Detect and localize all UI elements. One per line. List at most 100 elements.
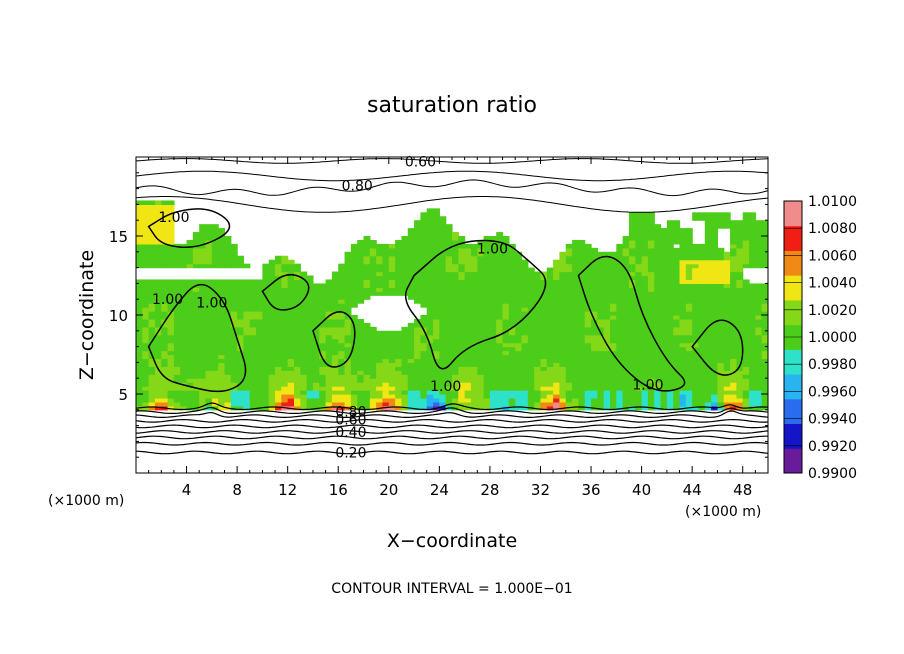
field-cell xyxy=(464,295,472,300)
field-cell xyxy=(199,255,207,261)
field-cell xyxy=(711,390,719,395)
field-cell xyxy=(591,374,598,379)
field-cell xyxy=(654,251,662,257)
field-cell xyxy=(154,263,162,269)
field-cell xyxy=(559,311,567,316)
field-cell xyxy=(628,259,636,265)
field-cell xyxy=(647,362,655,367)
field-cell xyxy=(711,303,719,308)
field-cell xyxy=(136,401,143,407)
field-cell xyxy=(363,330,371,336)
field-cell xyxy=(603,315,611,320)
field-cell xyxy=(540,283,548,288)
field-cell xyxy=(572,239,579,245)
field-cell xyxy=(186,330,194,336)
field-cell xyxy=(300,315,308,320)
field-cell xyxy=(546,299,554,304)
field-cell xyxy=(275,287,282,292)
field-cell xyxy=(458,366,466,371)
field-cell xyxy=(262,322,270,328)
field-cell xyxy=(167,200,175,205)
field-cell xyxy=(749,287,756,292)
field-cell xyxy=(376,394,384,399)
colorbar-label: 1.0060 xyxy=(808,248,857,264)
field-cell xyxy=(660,322,668,328)
field-cell xyxy=(382,401,390,407)
field-cell xyxy=(622,239,630,245)
field-cell xyxy=(369,259,377,265)
field-cell xyxy=(306,291,314,296)
field-cell xyxy=(742,315,750,320)
field-cell xyxy=(673,338,681,344)
colorbar-label: 0.9920 xyxy=(808,439,857,455)
field-cell xyxy=(136,239,143,245)
field-cell xyxy=(420,291,428,296)
field-cell xyxy=(325,322,333,328)
field-cell xyxy=(382,247,390,253)
field-cell xyxy=(148,362,156,367)
field-cell xyxy=(527,334,535,340)
field-cell xyxy=(698,283,706,288)
field-cell xyxy=(312,350,320,356)
field-cell xyxy=(350,267,358,273)
field-cell xyxy=(610,303,617,308)
field-cell xyxy=(445,239,453,245)
field-cell xyxy=(186,374,194,379)
field-cell xyxy=(331,279,339,284)
field-cell xyxy=(673,307,681,312)
field-cell xyxy=(395,283,403,288)
field-cell xyxy=(294,263,301,269)
field-cell xyxy=(148,307,156,312)
field-cell xyxy=(559,315,567,320)
field-cell xyxy=(306,303,314,308)
field-cell xyxy=(730,362,737,367)
field-cell xyxy=(199,279,207,284)
field-cell xyxy=(357,366,365,371)
field-cell xyxy=(742,330,750,336)
field-cell xyxy=(502,350,510,356)
field-cell xyxy=(496,394,504,399)
field-cell xyxy=(647,239,655,245)
field-cell xyxy=(401,271,409,277)
field-cell xyxy=(641,315,649,320)
field-cell xyxy=(578,350,586,356)
field-cell xyxy=(622,251,630,257)
field-cell xyxy=(268,326,276,332)
field-cell xyxy=(262,386,270,391)
field-cell xyxy=(173,291,181,296)
field-cell xyxy=(136,279,143,284)
field-cell xyxy=(755,224,763,229)
field-cell xyxy=(350,390,358,395)
field-cell xyxy=(211,394,219,399)
field-cell xyxy=(199,401,207,407)
field-cell xyxy=(730,338,737,344)
field-cell xyxy=(483,287,491,292)
field-cell xyxy=(698,370,706,375)
field-cell xyxy=(628,358,636,363)
field-cell xyxy=(679,243,687,249)
field-cell xyxy=(439,299,447,304)
field-cell xyxy=(357,259,365,265)
field-cell xyxy=(218,318,226,324)
field-cell xyxy=(407,283,415,288)
field-cell xyxy=(376,378,384,383)
field-cell xyxy=(395,366,403,371)
field-cell xyxy=(610,401,617,407)
field-cell xyxy=(464,350,472,356)
field-cell xyxy=(331,303,339,308)
field-cell xyxy=(597,259,605,265)
field-cell xyxy=(369,401,377,407)
field-cell xyxy=(338,326,346,332)
field-cell xyxy=(243,326,251,332)
field-cell xyxy=(717,370,725,375)
field-cell xyxy=(508,291,516,296)
field-cell xyxy=(692,401,700,407)
contour-line-1.00 xyxy=(404,239,547,370)
field-cell xyxy=(344,390,352,395)
field-cell xyxy=(496,299,504,304)
field-cell xyxy=(616,271,624,277)
field-cell xyxy=(344,354,352,360)
field-cell xyxy=(521,330,529,336)
field-cell xyxy=(527,338,535,344)
field-cell xyxy=(515,303,523,308)
